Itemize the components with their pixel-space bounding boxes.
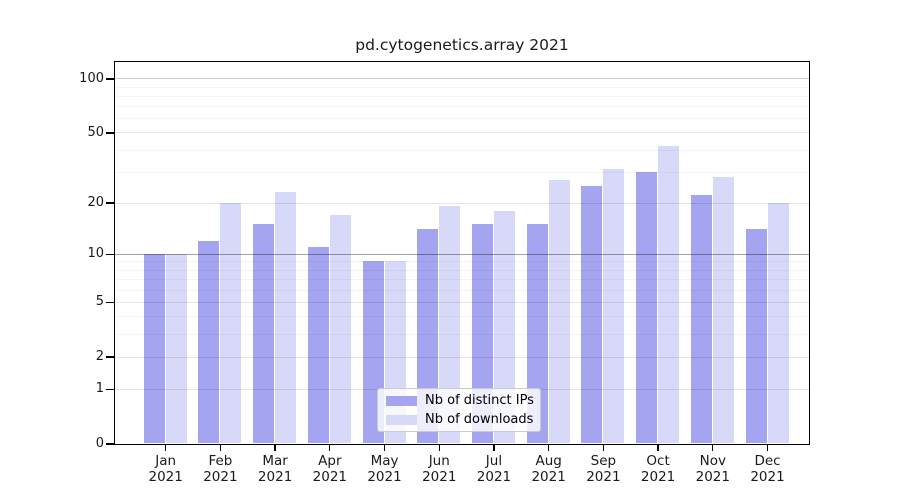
legend: Nb of distinct IPs Nb of downloads	[377, 388, 541, 432]
bar-downloads-dec	[767, 202, 789, 444]
bar-ips-mar	[253, 224, 275, 444]
bar-downloads-jul	[493, 210, 515, 444]
y-tick-label-100: 100	[79, 70, 104, 86]
legend-row-downloads: Nb of downloads	[386, 410, 540, 429]
x-tick-nov	[712, 444, 714, 451]
x-tick-feb	[219, 444, 222, 451]
y-tick-10	[106, 253, 114, 255]
gridline-minor-3	[114, 333, 809, 335]
y-tick-100	[106, 78, 114, 80]
x-tick-label-feb: Feb 2021	[203, 453, 238, 485]
y-tick-label-1: 1	[95, 381, 104, 397]
y-tick-label-5: 5	[95, 294, 104, 310]
x-tick-label-apr: Apr 2021	[312, 453, 347, 485]
x-tick-label-dec: Dec 2021	[750, 453, 785, 485]
x-tick-may	[383, 444, 386, 451]
x-tick-label-jun: Jun 2021	[422, 453, 457, 485]
bar-downloads-oct	[658, 145, 680, 444]
x-tick-aug	[548, 444, 550, 451]
x-tick-label-aug: Aug 2021	[531, 453, 566, 485]
legend-swatch-downloads	[386, 414, 417, 425]
gridline-5	[114, 301, 809, 303]
y-tick-label-50: 50	[87, 124, 104, 140]
x-tick-label-mar: Mar 2021	[257, 453, 293, 485]
gridline-minor-70	[114, 106, 809, 108]
x-tick-oct	[657, 444, 659, 451]
bar-downloads-sep	[603, 169, 625, 444]
y-tick-label-10: 10	[87, 246, 104, 262]
legend-row-distinct-ips: Nb of distinct IPs	[386, 391, 540, 410]
legend-swatch-distinct-ips	[386, 395, 417, 406]
bar-ips-apr	[307, 246, 329, 444]
y-tick-label-20: 20	[87, 195, 104, 211]
x-tick-label-may: May 2021	[367, 453, 402, 485]
gridline-20	[114, 202, 809, 204]
bar-ips-feb	[198, 240, 220, 444]
bar-downloads-jan	[165, 253, 187, 444]
x-tick-label-nov: Nov 2021	[695, 453, 730, 485]
y-tick-5	[106, 301, 114, 303]
bar-ips-dec	[745, 229, 767, 444]
gridline-minor-60	[114, 118, 809, 120]
y-tick-50	[106, 132, 114, 134]
x-tick-apr	[329, 444, 331, 451]
gridline-10	[114, 253, 809, 255]
x-tick-jun	[438, 444, 440, 451]
y-tick-0	[106, 443, 114, 445]
y-tick-2	[106, 356, 114, 358]
gridline-minor-40	[114, 149, 809, 151]
bar-downloads-nov	[712, 177, 734, 444]
bar-ips-oct	[636, 171, 658, 444]
legend-label-downloads: Nb of downloads	[425, 412, 534, 427]
gridline-minor-30	[114, 171, 809, 173]
gridline-minor-8	[114, 269, 809, 271]
gridline-minor-90	[114, 86, 809, 88]
bar-downloads-feb	[220, 202, 242, 444]
bar-downloads-mar	[275, 192, 297, 444]
x-tick-label-sep: Sep 2021	[586, 453, 621, 485]
legend-label-distinct-ips: Nb of distinct IPs	[425, 393, 534, 408]
gridline-minor-9	[114, 261, 809, 263]
bar-ips-nov	[690, 195, 712, 444]
gridline-minor-4	[114, 316, 809, 318]
bar-downloads-apr	[329, 214, 351, 444]
y-tick-20	[106, 202, 114, 204]
gridline-100	[114, 78, 809, 80]
gridline-2	[114, 356, 809, 358]
y-tick-label-2: 2	[95, 349, 104, 365]
gridline-minor-6	[114, 289, 809, 291]
x-tick-jan	[165, 444, 167, 451]
y-tick-label-0: 0	[95, 436, 104, 451]
gridline-minor-7	[114, 278, 809, 280]
gridline-minor-80	[114, 95, 809, 97]
chart-title: pd.cytogenetics.array 2021	[355, 36, 569, 54]
bar-ips-sep	[581, 185, 603, 444]
gridline-50	[114, 132, 809, 134]
x-tick-sep	[602, 444, 605, 451]
x-tick-dec	[766, 444, 769, 451]
x-tick-mar	[274, 444, 276, 451]
x-tick-jul	[493, 444, 495, 451]
bar-downloads-aug	[548, 179, 570, 444]
bar-ips-jan	[143, 253, 165, 444]
plot-area	[113, 60, 810, 445]
bar-downloads-jun	[439, 206, 461, 444]
y-tick-1	[106, 388, 114, 390]
x-tick-label-oct: Oct 2021	[640, 453, 676, 485]
x-tick-label-jan: Jan 2021	[148, 453, 183, 485]
x-tick-label-jul: Jul 2021	[476, 453, 512, 485]
